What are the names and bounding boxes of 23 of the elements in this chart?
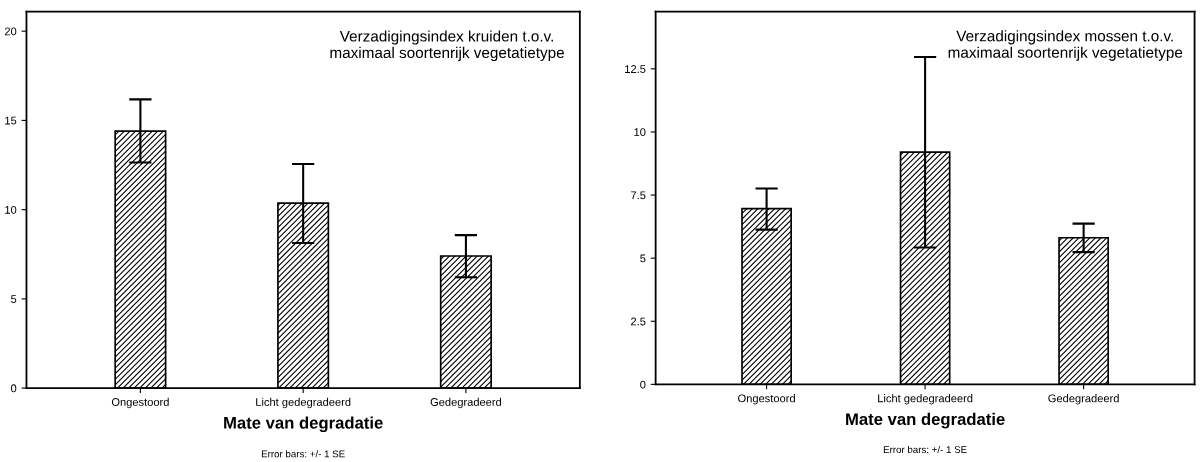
y-tick-label: 0 xyxy=(640,380,646,389)
y-tick-label: 2.5 xyxy=(631,317,646,326)
x-tick-label: Licht gedegradeerd xyxy=(256,397,351,409)
x-axis-title: Mate van degradatie xyxy=(224,416,383,433)
x-tick-label: Gedegradeerd xyxy=(1048,394,1119,405)
y-tick-label: 0 xyxy=(11,384,17,393)
y-tick-label: 7.5 xyxy=(631,191,646,200)
y-tick-label: 15 xyxy=(5,116,17,125)
y-tick-label: 10 xyxy=(5,205,17,214)
text: Error bars: +/- 1 SE xyxy=(883,445,967,454)
y-tick-label: 20 xyxy=(4,27,17,36)
text: Verzadigingsindex kruiden t.o.v. maximaal soortenrijk vegetatietype xyxy=(330,30,564,62)
text: Error bars: +/- 1 SE xyxy=(261,450,345,458)
x-axis-title: Mate van degradatie xyxy=(846,412,1005,429)
x-tick-label: Ongestoord xyxy=(111,397,169,409)
text: Verzadigingsindex mossen t.o.v. maximaal soortenrijk vegetatietype xyxy=(948,30,1183,61)
y-tick-label: 5 xyxy=(11,295,17,303)
y-tick-label: 10 xyxy=(634,128,646,137)
x-tick-label: Ongestoord xyxy=(738,394,795,405)
x-tick-label: Gedegradeerd xyxy=(430,397,502,409)
y-tick-label: 5 xyxy=(640,254,646,263)
x-tick-label: Licht gedegradeerd xyxy=(878,394,973,405)
y-tick-label: 12.5 xyxy=(625,65,646,73)
